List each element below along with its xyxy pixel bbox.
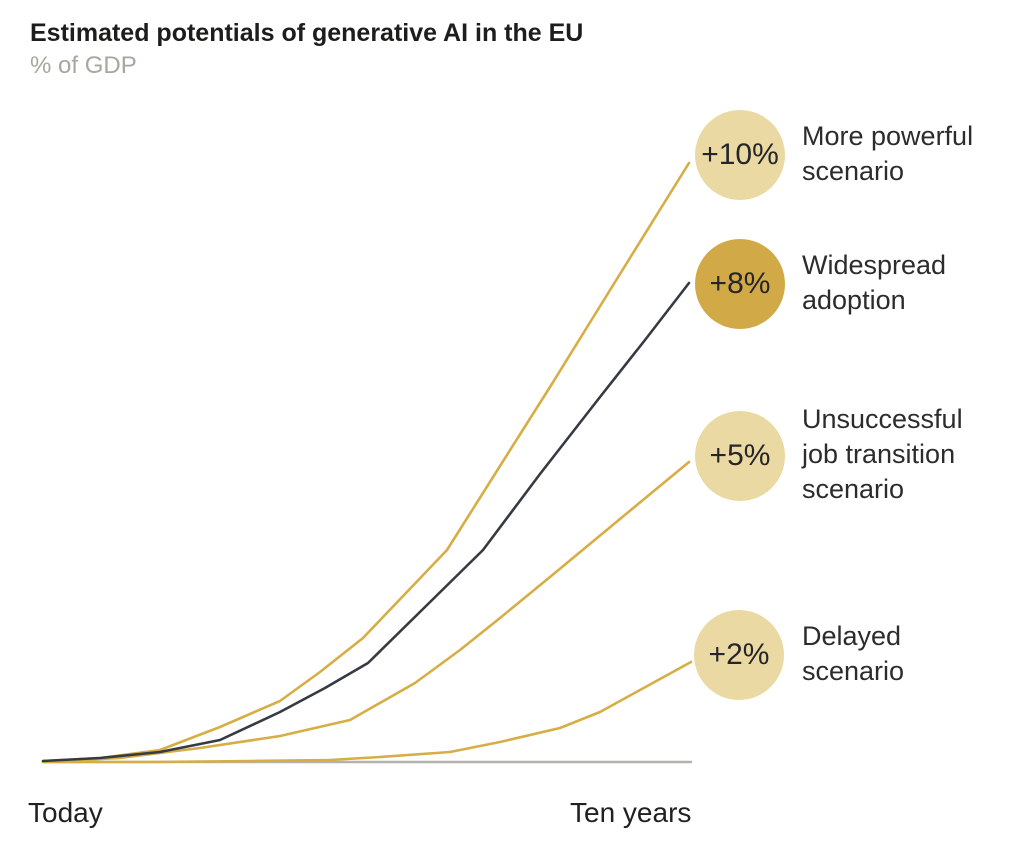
series-line-10 xyxy=(41,161,691,763)
series-line-2 xyxy=(41,660,693,764)
x-axis-label-ten-years: Ten years xyxy=(570,797,692,828)
badge-unsuccessful-job-transition: +5% xyxy=(695,411,785,501)
x-axis-label-today: Today xyxy=(28,797,103,828)
label-more-powerful: More powerful scenario xyxy=(802,121,974,186)
label-widespread-adoption: Widespread adoption xyxy=(802,250,947,315)
badge-value: +8% xyxy=(709,267,771,300)
series-line-5 xyxy=(41,460,691,764)
page-title: Estimated potentials of generative AI in… xyxy=(30,19,584,47)
label-delayed-scenario: Delayed scenario xyxy=(802,621,905,686)
badge-value: +2% xyxy=(708,638,770,671)
chart-header: Estimated potentials of generative AI in… xyxy=(30,18,583,80)
badge-delayed-scenario: +2% xyxy=(694,610,784,700)
badge-widespread-adoption: +8% xyxy=(695,239,785,329)
badge-value: +10% xyxy=(701,138,779,171)
chart-subtitle: % of GDP xyxy=(30,52,137,79)
series-line-8 xyxy=(41,281,691,763)
badge-more-powerful: +10% xyxy=(695,110,785,200)
label-unsuccessful-job-transition: Unsuccessful job transition scenario xyxy=(802,404,963,504)
badge-value: +5% xyxy=(709,439,771,472)
